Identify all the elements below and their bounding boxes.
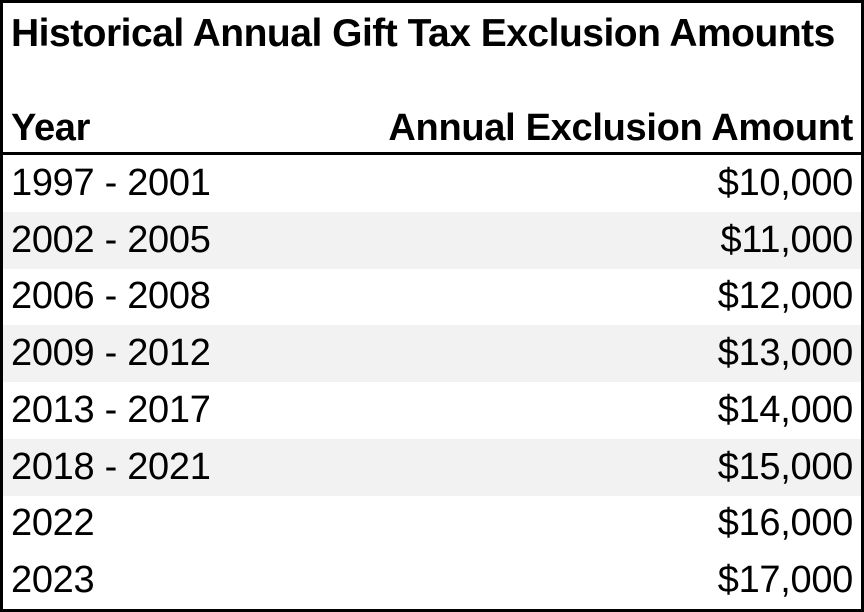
table-header-section: Historical Annual Gift Tax Exclusion Amo…: [3, 3, 861, 155]
year-cell: 1997 - 2001: [11, 161, 211, 204]
table-row: 2018 - 2021 $15,000: [3, 438, 861, 496]
table-row: 2013 - 2017 $14,000: [3, 382, 861, 439]
table-title: Historical Annual Gift Tax Exclusion Amo…: [11, 12, 835, 55]
year-cell: 2006 - 2008: [11, 275, 211, 318]
amount-cell: $14,000: [717, 388, 854, 431]
table-row: 2002 - 2005 $11,000: [3, 211, 861, 269]
year-cell: 2018 - 2021: [11, 445, 211, 488]
year-cell: 2002 - 2005: [11, 218, 211, 261]
amount-cell: $13,000: [717, 332, 854, 375]
column-header-row: Year Annual Exclusion Amount: [11, 107, 853, 150]
table-row: 2006 - 2008 $12,000: [3, 269, 861, 326]
table-row: 2023 $17,000: [3, 552, 861, 609]
year-cell: 2022: [11, 502, 95, 545]
table-row: 2009 - 2012 $13,000: [3, 325, 861, 382]
amount-cell: $17,000: [717, 559, 854, 602]
amount-cell: $15,000: [717, 445, 854, 488]
year-cell: 2013 - 2017: [11, 388, 211, 431]
column-header-amount: Annual Exclusion Amount: [388, 107, 853, 150]
amount-cell: $16,000: [717, 502, 854, 545]
column-header-year: Year: [11, 107, 91, 150]
year-cell: 2023: [11, 559, 95, 602]
table-row: 2022 $16,000: [3, 496, 861, 553]
year-cell: 2009 - 2012: [11, 332, 211, 375]
amount-cell: $12,000: [717, 275, 854, 318]
amount-cell: $11,000: [720, 218, 854, 261]
amount-cell: $10,000: [717, 161, 854, 204]
table-row: 1997 - 2001 $10,000: [3, 155, 861, 212]
table-body: 1997 - 2001 $10,000 2002 - 2005 $11,000 …: [3, 155, 861, 609]
